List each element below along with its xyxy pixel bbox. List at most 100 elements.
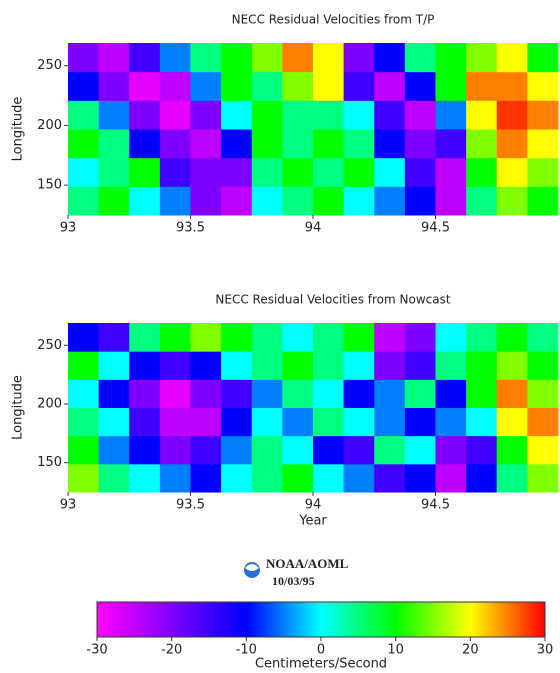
heat-cell (313, 407, 345, 437)
heat-cell (282, 186, 314, 216)
heat-cell (466, 71, 498, 101)
heat-cell (343, 379, 375, 408)
heat-cell (190, 463, 222, 493)
heat-cell (466, 407, 498, 437)
heat-cell (221, 186, 253, 216)
heat-cell (159, 379, 191, 408)
heat-cell (251, 407, 283, 437)
y-tick-label: 150 (37, 178, 62, 193)
heat-cell (435, 351, 467, 380)
heat-cell (435, 379, 467, 408)
heat-cell (251, 100, 283, 130)
x-tick-label: 94.5 (421, 498, 450, 513)
colorbar-label: Centimeters/Second (255, 657, 387, 672)
heat-cell (313, 71, 345, 101)
heat-cell (313, 157, 345, 187)
colorbar (96, 601, 546, 638)
heat-cell (98, 407, 130, 437)
heat-cell (496, 186, 528, 216)
heat-cell (374, 71, 406, 101)
heat-cell (221, 463, 253, 493)
y-tick-label: 200 (37, 396, 62, 411)
heat-cell (221, 71, 253, 101)
heat-cell (466, 43, 498, 73)
heat-cell (343, 157, 375, 187)
heat-cell (404, 157, 436, 187)
heat-cell (282, 100, 314, 130)
heat-cell (190, 157, 222, 187)
heat-cell (435, 100, 467, 130)
heat-cell (374, 157, 406, 187)
heat-cell (98, 43, 130, 73)
heat-cell (98, 379, 130, 408)
heat-cell (496, 100, 528, 130)
heat-cell (496, 463, 528, 493)
y-tick-label: 250 (37, 58, 62, 73)
heat-cell (159, 186, 191, 216)
heat-cell (404, 379, 436, 408)
footer-org: NOAA/AOML (266, 556, 349, 571)
heat-cell (343, 43, 375, 73)
heat-cell (527, 351, 559, 380)
heat-cell (129, 379, 161, 408)
heat-cell (404, 407, 436, 437)
y-tick-label: 150 (37, 455, 62, 470)
heat-cell (221, 323, 253, 352)
heat-cell (129, 100, 161, 130)
heat-cell (282, 323, 314, 352)
heat-cell (282, 435, 314, 465)
heat-cell (496, 323, 528, 352)
heat-cell (435, 129, 467, 159)
heat-cell (221, 43, 253, 73)
heat-cell (343, 323, 375, 352)
heat-cell (374, 435, 406, 465)
heat-cell (251, 351, 283, 380)
heat-cell (374, 129, 406, 159)
heat-cell (98, 100, 130, 130)
x-tick-label: 93 (60, 498, 77, 513)
heat-cell (68, 129, 100, 159)
x-axis-label: Year (298, 514, 327, 529)
heat-cell (159, 71, 191, 101)
heat-cell (313, 43, 345, 73)
x-tick-label: 94 (305, 221, 322, 236)
heat-cell (190, 323, 222, 352)
heat-cell (313, 435, 345, 465)
x-tick-label: 94 (305, 498, 322, 513)
heat-cell (190, 407, 222, 437)
heat-cell (68, 407, 100, 437)
heat-cell (527, 186, 559, 216)
heat-cell (496, 157, 528, 187)
heat-cell (129, 186, 161, 216)
footer-date: 10/03/95 (272, 574, 315, 588)
heat-cell (435, 43, 467, 73)
heat-cell (404, 435, 436, 465)
heat-cell (496, 43, 528, 73)
colorbar-tick-label: 20 (462, 643, 479, 658)
heat-cell (98, 186, 130, 216)
noaa-logo (244, 562, 260, 578)
heat-cell (435, 463, 467, 493)
heat-cell (221, 407, 253, 437)
heat-cell (343, 71, 375, 101)
heat-cell (68, 100, 100, 130)
heat-cell (221, 351, 253, 380)
heat-cell (313, 351, 345, 380)
heat-cell (466, 379, 498, 408)
heat-cell (129, 351, 161, 380)
heat-cell (190, 43, 222, 73)
heat-cell (68, 71, 100, 101)
colorbar-tick-label: 10 (387, 643, 404, 658)
heat-cell (190, 351, 222, 380)
heat-cell (190, 435, 222, 465)
heat-cell (527, 157, 559, 187)
x-tick-label: 93.5 (176, 221, 205, 236)
heat-cell (68, 379, 100, 408)
heat-cell (251, 323, 283, 352)
heat-cell (251, 157, 283, 187)
heat-cell (98, 129, 130, 159)
heat-cell (221, 129, 253, 159)
heat-cell (68, 186, 100, 216)
colorbar-tick-label: -10 (236, 643, 257, 658)
heat-cell (404, 43, 436, 73)
